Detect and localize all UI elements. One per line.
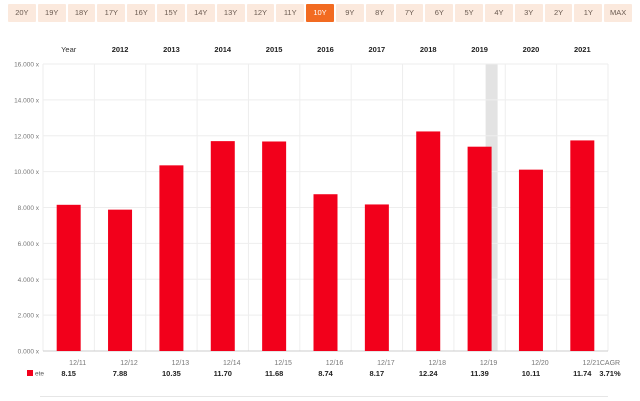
range-button-13y[interactable]: 13Y — [216, 4, 245, 22]
header-year: 2012 — [112, 45, 129, 54]
value-label: 10.35 — [162, 369, 181, 378]
y-tick-label: 12.000 x — [14, 133, 40, 140]
bar — [210, 141, 235, 351]
range-button-20y[interactable]: 20Y — [8, 4, 36, 22]
y-tick-label: 0.000 x — [18, 349, 40, 356]
cagr-header: CAGR — [600, 360, 620, 367]
header-year: 2014 — [214, 45, 232, 54]
range-button-17y[interactable]: 17Y — [97, 4, 126, 22]
bar — [313, 194, 338, 351]
y-tick-label: 6.000 x — [18, 241, 40, 248]
header-year-label: Year — [61, 45, 77, 54]
x-tick-label: 12/20 — [531, 360, 549, 367]
range-button-max[interactable]: MAX — [604, 4, 633, 22]
range-button-1y[interactable]: 1Y — [574, 4, 603, 22]
x-tick-label: 12/19 — [480, 360, 498, 367]
bar — [108, 209, 133, 351]
cagr-value: 3.71% — [599, 369, 621, 378]
x-tick-label: 12/13 — [172, 360, 190, 367]
x-tick-label: 12/17 — [377, 360, 395, 367]
bar — [467, 146, 492, 351]
range-button-5y[interactable]: 5Y — [455, 4, 483, 22]
range-button-15y[interactable]: 15Y — [157, 4, 185, 22]
range-button-4y[interactable]: 4Y — [485, 4, 513, 22]
range-button-18y[interactable]: 18Y — [67, 4, 96, 22]
value-label: 8.15 — [61, 369, 76, 378]
x-tick-label: 12/15 — [274, 360, 292, 367]
value-label: 11.74 — [573, 369, 592, 378]
header-year: 2016 — [317, 45, 334, 54]
range-button-12y[interactable]: 12Y — [246, 4, 275, 22]
bar — [56, 204, 81, 351]
y-tick-label: 14.000 x — [14, 97, 40, 104]
x-tick-label: 12/12 — [120, 360, 138, 367]
range-button-9y[interactable]: 9Y — [335, 4, 364, 22]
bar — [262, 141, 287, 351]
bar-chart: 0.000 x 2.000 x 4.000 x 6.000 x 8.000 x 10.00… — [14, 45, 621, 378]
header-year: 2021 — [574, 45, 591, 54]
x-tick-label: 12/14 — [223, 360, 241, 367]
bar — [159, 165, 184, 351]
range-button-14y[interactable]: 14Y — [186, 4, 215, 22]
bar — [518, 169, 543, 351]
y-tick-label: 10.000 x — [14, 169, 40, 176]
range-button-16y[interactable]: 16Y — [127, 4, 156, 22]
y-tick-label: 2.000 x — [18, 313, 40, 320]
value-label: 8.74 — [318, 369, 333, 378]
bottom-divider — [40, 396, 608, 397]
bar — [364, 204, 389, 351]
header-year: 2013 — [163, 45, 180, 54]
range-button-3y[interactable]: 3Y — [514, 4, 543, 22]
value-label: 11.39 — [470, 369, 488, 378]
y-tick-label: 8.000 x — [18, 205, 40, 212]
bar — [416, 131, 441, 351]
range-button-10y[interactable]: 10Y — [306, 4, 334, 22]
range-button-8y[interactable]: 8Y — [365, 4, 394, 22]
x-tick-label: 12/16 — [326, 360, 344, 367]
range-button-6y[interactable]: 6Y — [425, 4, 454, 22]
header-year: 2020 — [523, 45, 540, 54]
range-button-19y[interactable]: 19Y — [37, 4, 66, 22]
legend-label: ete — [35, 371, 44, 378]
value-label: 12.24 — [419, 369, 439, 378]
value-label: 10.11 — [522, 369, 540, 378]
value-label: 7.88 — [113, 369, 128, 378]
header-year: 2018 — [420, 45, 437, 54]
bar — [570, 140, 595, 351]
y-tick-label: 16.000 x — [14, 62, 40, 69]
value-label: 11.70 — [214, 369, 232, 378]
x-tick-label: 12/21 — [583, 360, 601, 367]
value-label: 11.68 — [265, 369, 283, 378]
range-button-7y[interactable]: 7Y — [395, 4, 424, 22]
value-label: 8.17 — [370, 369, 385, 378]
x-tick-label: 12/11 — [69, 360, 86, 367]
header-year: 2015 — [266, 45, 283, 54]
y-tick-label: 4.000 x — [18, 277, 40, 284]
header-year: 2019 — [471, 45, 488, 54]
x-tick-label: 12/18 — [428, 360, 446, 367]
header-year: 2017 — [369, 45, 386, 54]
range-button-2y[interactable]: 2Y — [544, 4, 573, 22]
range-selector: 20Y 19Y 18Y 17Y 16Y 15Y 14Y 13Y 12Y 11Y 10Y 9Y 8Y 7Y 6… — [8, 4, 633, 22]
range-button-11y[interactable]: 11Y — [276, 4, 305, 22]
legend-swatch — [27, 370, 33, 376]
